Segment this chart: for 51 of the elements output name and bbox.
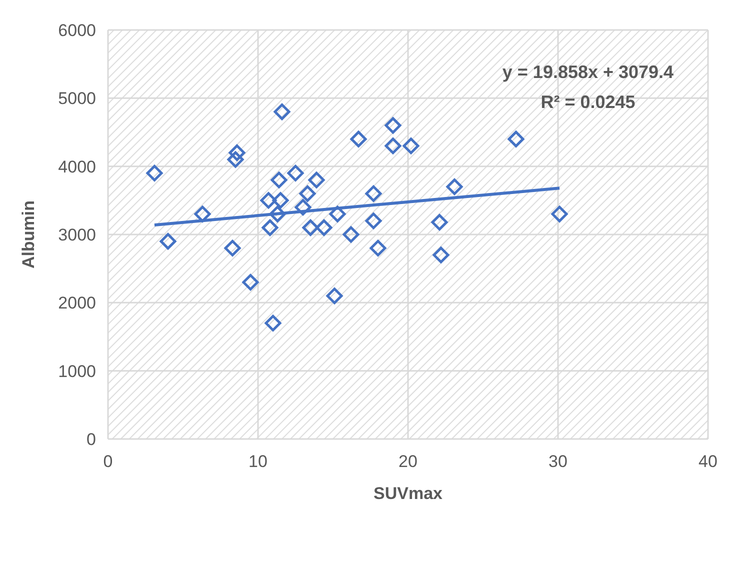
point bbox=[431, 214, 448, 230]
point bbox=[272, 192, 289, 209]
point bbox=[160, 233, 176, 250]
y-tick-label: 4000 bbox=[58, 157, 96, 176]
point bbox=[551, 206, 568, 222]
x-tick-label: 40 bbox=[698, 452, 718, 472]
point bbox=[287, 164, 304, 182]
x-tick-label: 0 bbox=[103, 452, 113, 472]
annotation: R² = 0.0245 bbox=[540, 92, 636, 112]
x-tick-label: 10 bbox=[248, 452, 268, 472]
point bbox=[402, 138, 420, 154]
y-tick-label: 0 bbox=[86, 430, 96, 450]
x-tick-label: 20 bbox=[398, 452, 418, 472]
point bbox=[299, 185, 316, 202]
point bbox=[432, 246, 450, 264]
point bbox=[365, 212, 382, 230]
y-axis-title: Albumin bbox=[19, 200, 38, 268]
point bbox=[228, 144, 246, 161]
point bbox=[260, 192, 277, 209]
point bbox=[326, 288, 343, 304]
point bbox=[227, 151, 244, 168]
point bbox=[384, 138, 402, 154]
point bbox=[342, 226, 360, 243]
point bbox=[316, 219, 332, 236]
point bbox=[329, 206, 346, 222]
point bbox=[146, 164, 163, 182]
point bbox=[242, 274, 259, 290]
point bbox=[508, 130, 524, 148]
point bbox=[262, 219, 278, 236]
y-tick-label: 6000 bbox=[58, 21, 96, 40]
point bbox=[370, 240, 386, 256]
y-tick-label: 3000 bbox=[58, 226, 96, 245]
y-tick-label: 2000 bbox=[58, 294, 96, 313]
annotation: y = 19.858x + 3079.4 bbox=[502, 62, 674, 82]
point bbox=[269, 206, 286, 222]
point bbox=[350, 130, 367, 148]
point bbox=[264, 314, 282, 332]
point bbox=[384, 117, 402, 134]
point bbox=[294, 198, 312, 216]
y-tick-label: 5000 bbox=[58, 89, 96, 108]
point bbox=[194, 206, 211, 222]
y-tick-label: 1000 bbox=[58, 362, 96, 381]
point bbox=[365, 185, 382, 202]
point bbox=[274, 104, 290, 120]
point bbox=[270, 172, 288, 188]
point bbox=[446, 178, 463, 196]
x-axis-title: SUVmax bbox=[374, 484, 444, 503]
point bbox=[302, 219, 319, 236]
point bbox=[224, 240, 241, 256]
x-tick-label: 30 bbox=[548, 452, 568, 472]
point bbox=[308, 172, 325, 188]
